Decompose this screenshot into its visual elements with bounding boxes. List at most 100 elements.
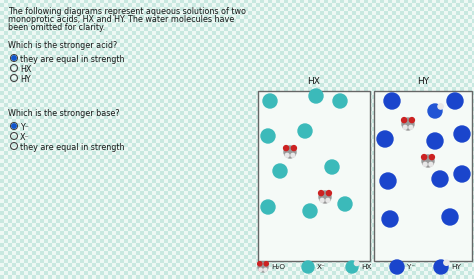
Bar [444,15,448,19]
Bar [132,139,136,143]
Bar [40,7,44,11]
Bar [308,31,312,35]
Bar [260,211,264,215]
Bar [304,167,308,171]
Bar [288,191,292,195]
Bar [188,3,192,7]
Bar [272,227,276,231]
Bar [72,199,76,203]
Bar [220,47,224,51]
Bar [36,231,40,235]
Bar [240,91,244,95]
Bar [396,183,400,187]
Bar [100,67,104,71]
Bar [40,235,44,239]
Bar [364,23,368,27]
Bar [472,203,474,207]
Bar [156,199,160,203]
Bar [136,131,140,135]
Bar [228,171,232,175]
Bar [180,207,184,211]
Bar [304,115,308,119]
Bar [148,143,152,147]
Bar [128,199,132,203]
Bar [260,79,264,83]
Bar [32,223,36,227]
Bar [376,227,380,231]
Bar [132,251,136,255]
Bar [36,191,40,195]
Bar [436,167,440,171]
Bar [164,75,168,79]
Bar [88,163,92,167]
Bar [96,31,100,35]
Bar [152,7,156,11]
Bar [244,159,248,163]
Bar [364,51,368,55]
Bar [132,47,136,51]
Bar [184,271,188,275]
Bar [232,55,236,59]
Bar [304,199,308,203]
Bar [424,207,428,211]
Bar [124,83,128,87]
Bar [264,131,268,135]
Bar [444,75,448,79]
Bar [276,195,280,199]
Bar [368,63,372,67]
Bar [228,111,232,115]
Bar [228,267,232,271]
Bar [56,139,60,143]
Bar [24,231,28,235]
Bar [284,275,288,279]
Bar [424,19,428,23]
Bar [392,95,396,99]
Bar [468,123,472,127]
Bar [16,23,20,27]
Bar [328,11,332,15]
Bar [48,127,52,131]
Bar [100,87,104,91]
Bar [304,71,308,75]
Bar [92,183,96,187]
Bar [36,35,40,39]
Bar [168,187,172,191]
Bar [352,87,356,91]
Bar [336,3,340,7]
Bar [128,3,132,7]
Bar [336,47,340,51]
Bar [100,183,104,187]
Bar [264,63,268,67]
Bar [460,7,464,11]
Bar [336,11,340,15]
Bar [108,15,112,19]
Bar [208,127,212,131]
Bar [144,27,148,31]
Bar [64,243,68,247]
Bar [352,147,356,151]
Bar [284,251,288,255]
Bar [232,67,236,71]
Bar [452,235,456,239]
Bar [356,155,360,159]
Bar [356,71,360,75]
Bar [0,155,4,159]
Bar [112,187,116,191]
Circle shape [263,94,277,108]
Bar [452,219,456,223]
Bar [64,123,68,127]
Bar [120,175,124,179]
Bar [140,87,144,91]
Bar [8,215,12,219]
Bar [168,51,172,55]
Bar [452,67,456,71]
Bar [212,103,216,107]
Bar [92,255,96,259]
Bar [356,91,360,95]
Bar [88,39,92,43]
Bar [392,183,396,187]
Bar [360,267,364,271]
Bar [304,23,308,27]
Bar [268,167,272,171]
Bar [196,31,200,35]
